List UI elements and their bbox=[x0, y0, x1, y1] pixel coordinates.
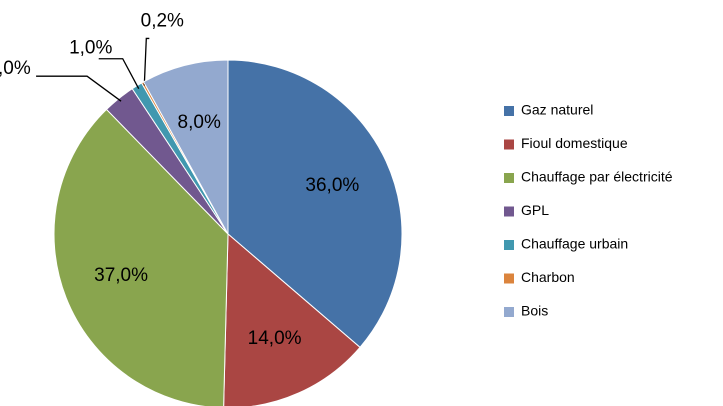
legend-label: Gaz naturel bbox=[521, 102, 593, 118]
legend-label: Fioul domestique bbox=[521, 135, 628, 151]
data-label: 36,0% bbox=[305, 175, 359, 196]
data-label: 0,2% bbox=[141, 10, 184, 31]
data-label: 14,0% bbox=[248, 328, 302, 349]
data-label: 3,0% bbox=[0, 58, 31, 79]
legend-label: Chauffage urbain bbox=[521, 236, 628, 252]
leader-line bbox=[143, 37, 150, 86]
legend-swatch bbox=[504, 139, 514, 150]
leader-line bbox=[98, 58, 140, 90]
leader-line bbox=[36, 75, 122, 102]
pie-slice bbox=[223, 232, 361, 406]
legend-label: Bois bbox=[521, 303, 548, 319]
data-label: 37,0% bbox=[94, 265, 148, 286]
legend-label: GPL bbox=[521, 202, 549, 218]
legend-swatch bbox=[504, 173, 514, 183]
legend-swatch bbox=[504, 206, 514, 217]
pie-slice bbox=[227, 59, 403, 349]
data-label: 8,0% bbox=[178, 112, 221, 133]
legend-swatch bbox=[504, 106, 514, 116]
pie-slice bbox=[53, 108, 229, 406]
data-label: 1,0% bbox=[69, 38, 112, 59]
pie-slice bbox=[142, 59, 229, 236]
legend-swatch bbox=[504, 307, 514, 317]
legend-label: Chauffage par électricité bbox=[521, 169, 673, 185]
legend-swatch bbox=[504, 240, 514, 250]
legend-label: Charbon bbox=[521, 269, 575, 285]
legend-swatch bbox=[504, 273, 514, 284]
